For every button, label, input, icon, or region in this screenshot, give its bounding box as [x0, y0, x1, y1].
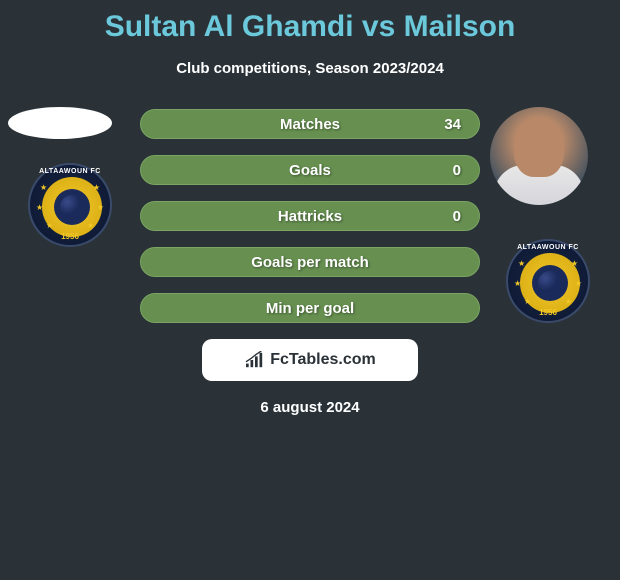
- badge-year: 1956: [508, 308, 588, 317]
- player-avatar-right: [490, 107, 588, 205]
- badge-year: 1956: [30, 232, 110, 241]
- badge-star: ★: [93, 183, 100, 192]
- stat-bar-goals: Goals 0: [140, 155, 480, 185]
- branding-box: FcTables.com: [202, 339, 418, 381]
- date-text: 6 august 2024: [0, 399, 620, 416]
- badge-star: ★: [518, 259, 525, 268]
- stat-bar-min-per-goal: Min per goal: [140, 293, 480, 323]
- badge-club-name: ALTAAWOUN FC: [30, 168, 110, 175]
- stat-value: 0: [453, 208, 461, 225]
- stat-bar-matches: Matches 34: [140, 109, 480, 139]
- stat-value: 0: [453, 162, 461, 179]
- stat-bars-container: Matches 34 Goals 0 Hattricks 0 Goals per…: [140, 107, 480, 323]
- player-avatar-left: [8, 107, 112, 139]
- comparison-title: Sultan Al Ghamdi vs Mailson: [0, 0, 620, 44]
- stat-label: Min per goal: [141, 300, 479, 317]
- club-badge-left: ALTAAWOUN FC ★ ★ ★ ★ ★ ★ 1956: [28, 163, 112, 247]
- stat-label: Goals: [141, 162, 479, 179]
- content-area: ALTAAWOUN FC ★ ★ ★ ★ ★ ★ 1956 ALTAAWOUN …: [0, 107, 620, 416]
- stat-bar-hattricks: Hattricks 0: [140, 201, 480, 231]
- stat-label: Matches: [141, 116, 479, 133]
- badge-star: ★: [40, 183, 47, 192]
- club-badge-right: ALTAAWOUN FC ★ ★ ★ ★ ★ ★ 1956: [506, 239, 590, 323]
- badge-star: ★: [575, 279, 582, 288]
- badge-star: ★: [36, 203, 43, 212]
- stat-label: Hattricks: [141, 208, 479, 225]
- badge-star: ★: [87, 221, 94, 230]
- badge-ball: [532, 265, 568, 301]
- badge-star: ★: [97, 203, 104, 212]
- badge-club-name: ALTAAWOUN FC: [508, 244, 588, 251]
- branding-text: FcTables.com: [270, 351, 376, 369]
- player-face: [514, 119, 564, 177]
- badge-star: ★: [571, 259, 578, 268]
- badge-star: ★: [524, 297, 531, 306]
- stat-label: Goals per match: [141, 254, 479, 271]
- stat-value: 34: [444, 116, 461, 133]
- badge-ball: [54, 189, 90, 225]
- badge-star: ★: [514, 279, 521, 288]
- stat-bar-goals-per-match: Goals per match: [140, 247, 480, 277]
- comparison-subtitle: Club competitions, Season 2023/2024: [0, 60, 620, 77]
- badge-star: ★: [565, 297, 572, 306]
- chart-icon: [244, 351, 266, 369]
- badge-star: ★: [46, 221, 53, 230]
